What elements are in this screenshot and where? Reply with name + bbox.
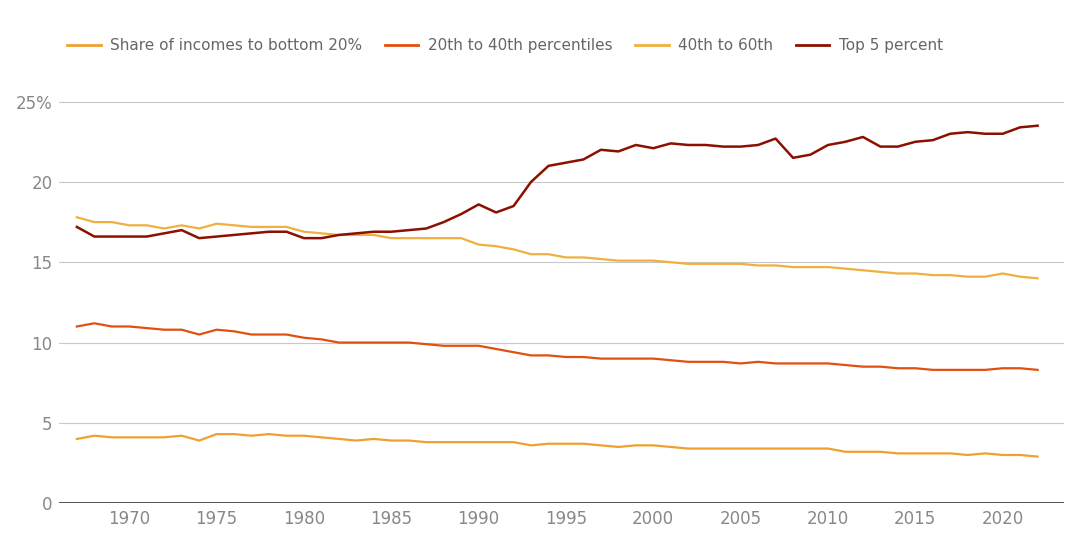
Legend: Share of incomes to bottom 20%, 20th to 40th percentiles, 40th to 60th, Top 5 pe: Share of incomes to bottom 20%, 20th to …: [67, 38, 943, 53]
